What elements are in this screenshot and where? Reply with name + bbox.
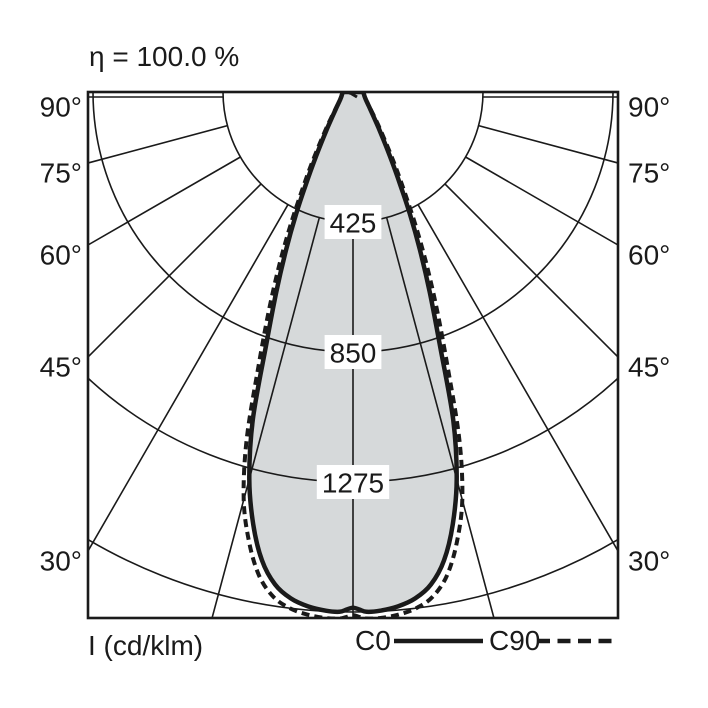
radial-45-right: [444, 183, 618, 359]
legend: C0 C90: [355, 625, 617, 656]
angle-label-right-75: 75°: [628, 158, 670, 189]
plot-frame: [86, 90, 620, 620]
efficiency-title: η = 100.0 %: [89, 41, 239, 72]
angle-label-right-90: 90°: [628, 92, 670, 123]
angle-label-right-30: 30°: [628, 545, 670, 576]
angle-label-left-45: 45°: [40, 352, 82, 383]
ring-label-425: 425: [324, 205, 382, 239]
angle-labels-layer: 90° 90° 75° 75° 60° 60° 45° 45° 30° 30°: [40, 92, 671, 577]
ring-label-850: 850: [324, 335, 382, 369]
angle-label-right-45: 45°: [628, 352, 670, 383]
ring-label-text: 425: [330, 208, 377, 239]
legend-c90-label: C90: [489, 625, 540, 656]
angle-label-left-75: 75°: [40, 158, 82, 189]
angle-label-left-30: 30°: [40, 545, 82, 576]
ring-label-text: 1275: [322, 468, 384, 499]
ring-value-labels-layer: 425 850 1275: [316, 205, 390, 499]
angle-label-left-60: 60°: [40, 239, 82, 270]
ring-label-1275: 1275: [316, 465, 390, 499]
radial-30-right: [417, 204, 618, 553]
radial-60-left: [88, 156, 241, 246]
ring-label-text: 850: [330, 338, 377, 369]
legend-c0-label: C0: [355, 625, 391, 656]
c0-curve-solid: [247, 92, 459, 615]
radial-60-right: [465, 156, 618, 246]
ring-label-box: [324, 335, 382, 369]
radial-45-left: [88, 183, 262, 359]
radial-75-right: [478, 124, 618, 164]
angle-label-right-60: 60°: [628, 239, 670, 270]
radial-15-right: [385, 217, 495, 618]
radial-15-left: [211, 217, 321, 618]
ring-label-box: [324, 205, 382, 239]
radial-30-left: [88, 204, 289, 553]
angle-label-left-90: 90°: [40, 92, 82, 123]
intensity-curves-layer: [241, 92, 465, 618]
intensity-axis-label: I (cd/klm): [88, 630, 203, 661]
ring-label-box: [316, 465, 390, 499]
radial-75-left: [88, 124, 228, 164]
curve-tip-hook: [345, 92, 358, 99]
